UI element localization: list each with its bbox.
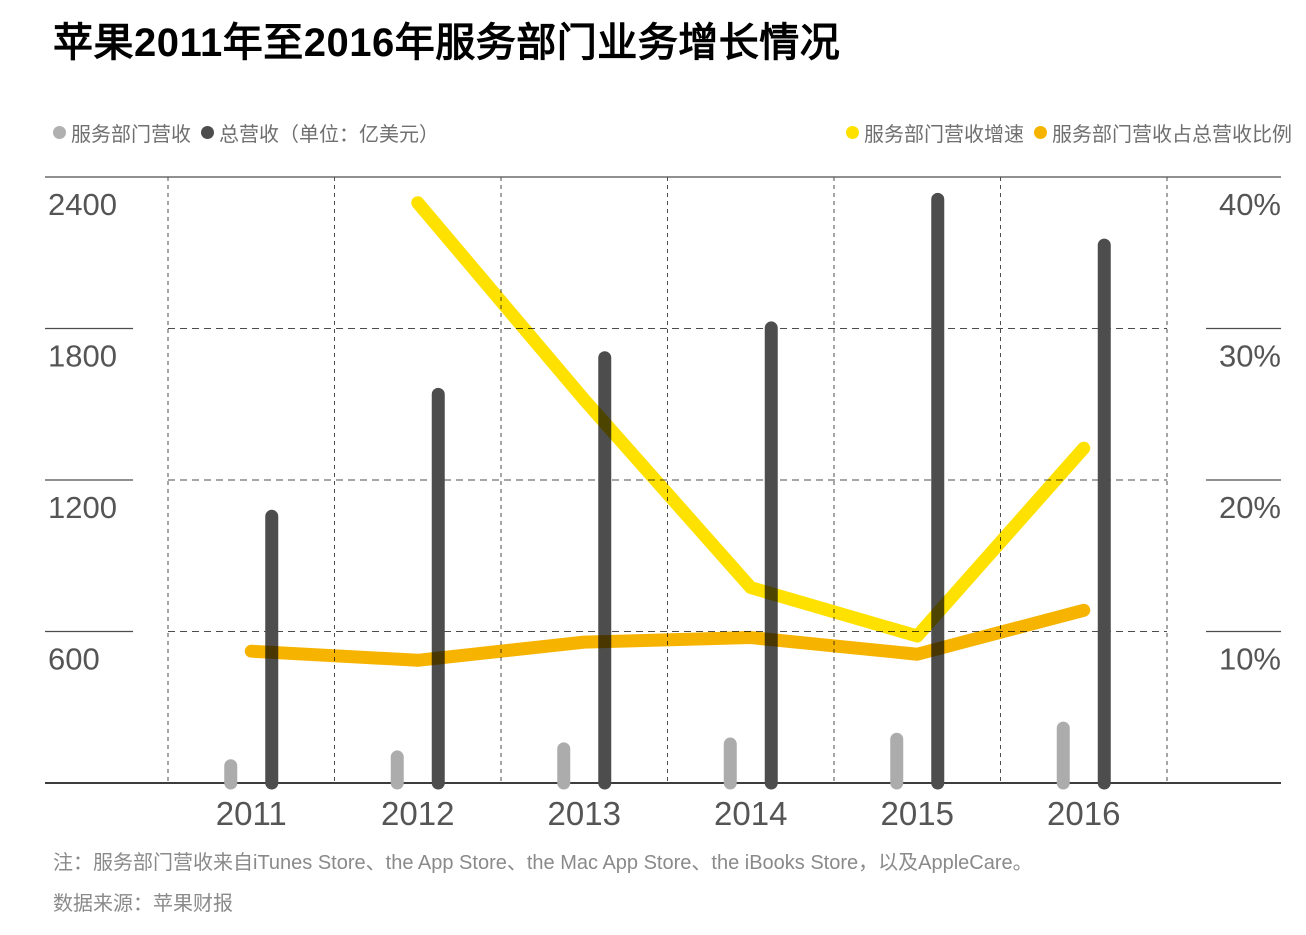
legend-item-services-share: 服务部门营收占总营收比例 — [1034, 118, 1292, 147]
right-axis-tick-label: 40% — [1219, 187, 1281, 222]
x-axis-year-label: 2012 — [381, 795, 454, 832]
legend-dot-total-revenue-icon — [201, 126, 214, 139]
legend-dot-services-revenue-icon — [53, 126, 66, 139]
x-axis-year-label: 2013 — [548, 795, 621, 832]
left-axis-tick-label: 1200 — [48, 490, 117, 525]
line-services-growth — [411, 196, 1091, 643]
left-axis-tick-label: 600 — [48, 642, 100, 677]
right-axis-tick-label: 10% — [1219, 642, 1281, 677]
x-axis-year-label: 2016 — [1047, 795, 1120, 832]
x-axis-year-label: 2015 — [881, 795, 954, 832]
right-axis-tick-label: 30% — [1219, 339, 1281, 374]
legend-label-services-share: 服务部门营收占总营收比例 — [1052, 124, 1292, 146]
legend-item-services-growth: 服务部门营收增速 — [846, 118, 1024, 147]
legend-label-total-revenue: 总营收（单位：亿美元） — [219, 124, 439, 146]
x-axis-year-label: 2011 — [216, 795, 287, 832]
legend-label-services-growth: 服务部门营收增速 — [864, 124, 1024, 146]
left-axis-tick-label: 1800 — [48, 339, 117, 374]
chart-title: 苹果2011年至2016年服务部门业务增长情况 — [53, 21, 841, 65]
legend-item-services-revenue: 服务部门营收 — [53, 118, 191, 147]
legend-right-group: 服务部门营收增速 服务部门营收占总营收比例 — [846, 118, 1292, 147]
line-services-share — [244, 603, 1091, 667]
legend-left-group: 服务部门营收 总营收（单位：亿美元） — [53, 118, 439, 147]
left-axis-tick-label: 2400 — [48, 187, 117, 222]
legend-item-total-revenue: 总营收（单位：亿美元） — [201, 118, 439, 147]
footnote-source-note: 注：服务部门营收来自iTunes Store、the App Store、the… — [53, 852, 1033, 874]
legend: 服务部门营收 总营收（单位：亿美元） 服务部门营收增速 服务部门营收占总营收比例 — [53, 118, 1292, 147]
legend-label-services-revenue: 服务部门营收 — [71, 124, 191, 146]
legend-dot-services-share-icon — [1034, 126, 1047, 139]
footnotes: 注：服务部门营收来自iTunes Store、the App Store、the… — [53, 851, 1033, 933]
legend-dot-services-growth-icon — [846, 126, 859, 139]
x-axis-year-label: 2014 — [714, 795, 787, 832]
footnote-data-source: 数据来源：苹果财报 — [53, 893, 233, 915]
right-axis-tick-label: 20% — [1219, 490, 1281, 525]
